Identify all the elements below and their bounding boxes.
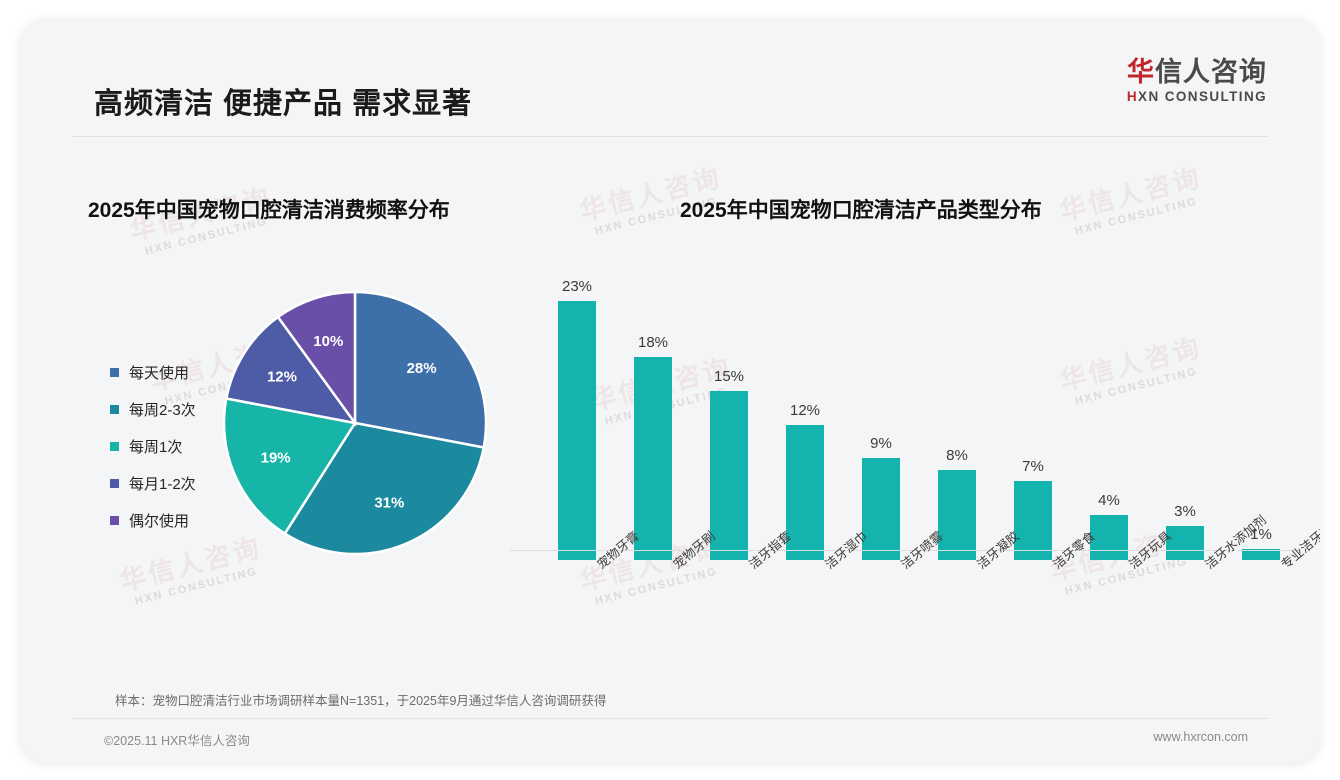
bar-value-label: 23% xyxy=(561,277,593,295)
legend-swatch-icon xyxy=(110,478,119,488)
brand-logo-en-rest: XN CONSULTING xyxy=(1138,89,1267,105)
pie-slice-value: 10% xyxy=(313,333,343,350)
bar-chart-panel: 23% 18% 15% 12% 9% 8% 7% 4% 3% 1% 宠物牙膏 宠物牙刷 洁牙指套 洁牙湿… xyxy=(490,258,1320,658)
brand-logo-cn-rest: 信人咨询 xyxy=(1154,57,1267,87)
bar-column[interactable]: 12% xyxy=(786,402,824,560)
pie-legend-label: 每天使用 xyxy=(129,364,190,382)
pie-legend-label: 偶尔使用 xyxy=(129,512,190,530)
pie-slice[interactable] xyxy=(276,290,357,427)
bar-plot-area: 23% 18% 15% 12% 9% 8% 7% 4% 3% 1% xyxy=(510,268,1300,568)
bar-rect[interactable] xyxy=(1014,481,1052,560)
brand-logo-en: HXN CONSULTING xyxy=(1127,89,1267,104)
pie-legend: 每天使用每周2-3次 每周1次每月1-2次 偶尔使用 xyxy=(110,356,196,541)
bar-rect[interactable] xyxy=(862,458,900,560)
pie-slice-value: 19% xyxy=(261,449,291,466)
legend-swatch-icon xyxy=(110,404,119,414)
bar-value-label: 18% xyxy=(637,333,669,351)
pie-slice[interactable] xyxy=(224,315,358,425)
pie-legend-label: 每周2-3次 xyxy=(129,401,196,419)
pie-slice-value: 31% xyxy=(374,494,404,511)
bar-chart-title: 2025年中国宠物口腔清洁产品类型分布 xyxy=(680,199,1042,222)
pie-legend-label: 每周1次 xyxy=(129,438,183,456)
bar-column[interactable]: 15% xyxy=(710,368,748,560)
pie-slice-value: 28% xyxy=(407,360,437,377)
brand-logo: 华信人咨询 HXN CONSULTING xyxy=(1127,58,1267,105)
bar-rect[interactable] xyxy=(558,300,596,560)
watermark: 华信人咨询 HXN CONSULTING xyxy=(1057,161,1209,241)
pie-slice[interactable] xyxy=(222,396,358,536)
bar-value-label: 1% xyxy=(1250,525,1272,543)
bar-value-label: 12% xyxy=(789,401,821,419)
bar-value-label: 3% xyxy=(1174,503,1196,521)
pie-legend-item[interactable]: 每月1-2次 xyxy=(110,467,196,499)
header-divider xyxy=(72,136,1268,137)
footer-divider xyxy=(72,718,1268,719)
legend-swatch-icon xyxy=(110,515,119,525)
pie-slice[interactable] xyxy=(353,290,488,450)
page-title: 高频清洁 便捷产品 需求显著 xyxy=(94,88,473,120)
brand-logo-cn-red: 华 xyxy=(1126,57,1155,87)
pie-svg: 28% 31% 19% 12% 10% xyxy=(222,290,488,556)
pie-legend-item[interactable]: 偶尔使用 xyxy=(110,504,196,536)
bar-rect[interactable] xyxy=(1242,548,1280,560)
pie-chart-title: 2025年中国宠物口腔清洁消费频率分布 xyxy=(88,199,450,222)
bar-rect[interactable] xyxy=(1166,526,1204,560)
bar-column[interactable]: 4% xyxy=(1090,492,1128,560)
brand-logo-en-h: H xyxy=(1126,89,1139,105)
bar-rect[interactable] xyxy=(938,469,976,560)
bar-rect[interactable] xyxy=(634,356,672,560)
slide-header: 高频清洁 便捷产品 需求显著 华信人咨询 HXN CONSULTING xyxy=(20,18,1320,126)
bar-column[interactable]: 23% xyxy=(558,278,596,560)
watermark-line2: HXN CONSULTING xyxy=(1073,194,1199,238)
pie-legend-label: 每月1-2次 xyxy=(129,475,196,493)
bar-axis-line xyxy=(510,550,1300,551)
pie-legend-item[interactable]: 每周2-3次 xyxy=(110,393,196,425)
pie-slice-value: 12% xyxy=(267,369,297,386)
brand-logo-cn: 华信人咨询 xyxy=(1127,58,1267,86)
bar-rect[interactable] xyxy=(710,390,748,560)
bar-value-label: 7% xyxy=(1022,458,1044,476)
footer-copyright: ©2025.11 HXR华信人咨询 xyxy=(104,734,250,748)
bar-column[interactable]: 8% xyxy=(938,447,976,560)
source-note: 样本：宠物口腔清洁行业市场调研样本量N=1351，于2025年9月通过华信人咨询… xyxy=(115,694,607,708)
bar-value-label: 8% xyxy=(946,446,968,464)
bar-value-label: 9% xyxy=(870,435,892,453)
pie-legend-item[interactable]: 每天使用 xyxy=(110,356,196,388)
watermark-line1: 华信人咨询 xyxy=(1056,162,1205,227)
bar-column[interactable]: 3% xyxy=(1166,503,1204,560)
pie-chart-panel: 每天使用每周2-3次 每周1次每月1-2次 偶尔使用 28% 31% 19% 12% 10% xyxy=(80,268,600,618)
bar-value-label: 4% xyxy=(1098,491,1120,509)
slide-card: 高频清洁 便捷产品 需求显著 华信人咨询 HXN CONSULTING 华信人咨… xyxy=(20,18,1320,762)
bar-rect[interactable] xyxy=(786,424,824,560)
bar-column[interactable]: 18% xyxy=(634,334,672,560)
bar-column[interactable]: 7% xyxy=(1014,458,1052,560)
pie-chart: 28% 31% 19% 12% 10% xyxy=(220,288,490,558)
bar-column[interactable]: 9% xyxy=(862,435,900,560)
legend-swatch-icon xyxy=(110,441,119,451)
pie-legend-item[interactable]: 每周1次 xyxy=(110,430,196,462)
bar-column[interactable]: 1% xyxy=(1242,526,1280,560)
bar-rect[interactable] xyxy=(1090,514,1128,560)
legend-swatch-icon xyxy=(110,367,119,377)
bar-value-label: 15% xyxy=(713,367,745,385)
footer-website[interactable]: www.hxrcon.com xyxy=(1153,730,1248,744)
